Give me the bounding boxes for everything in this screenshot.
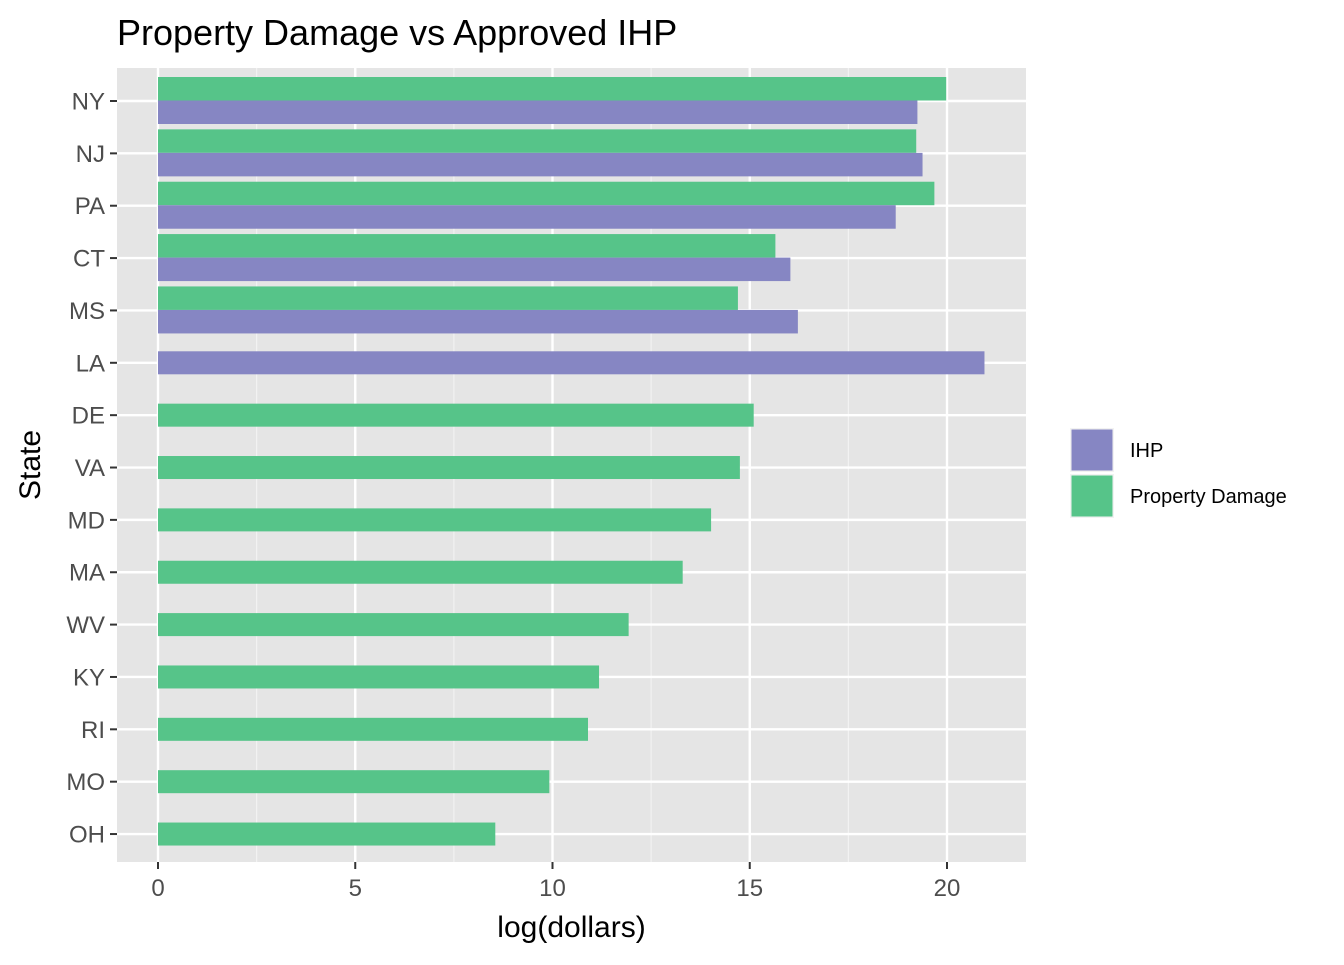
legend-swatch-property-damage [1071, 475, 1113, 517]
y-tick-label: DE [72, 403, 105, 430]
x-axis: 0 5 10 15 20 [151, 862, 960, 902]
bar-property-damage-ma [158, 560, 683, 584]
bar-property-damage-oh [158, 822, 496, 846]
y-axis: NY NJ PA CT MS LA DE VA MD MA WV KY RI MO OH [66, 89, 117, 849]
bar-property-damage-ms [158, 286, 738, 310]
y-tick-label: MA [69, 560, 105, 587]
bar-property-damage-ky [158, 665, 600, 689]
y-axis-title: State [14, 430, 47, 500]
bar-property-damage-va [158, 456, 740, 480]
bar-property-damage-nj [158, 129, 917, 153]
bar-property-damage-wv [158, 613, 629, 637]
bar-property-damage-md [158, 508, 712, 532]
legend: IHP Property Damage [1070, 428, 1287, 518]
bar-property-damage-mo [158, 770, 550, 794]
bars [158, 77, 985, 846]
legend-swatch-ihp [1071, 429, 1113, 471]
x-tick-label: 10 [539, 875, 566, 902]
bar-ihp-ny [158, 100, 918, 124]
y-tick-label: WV [66, 612, 105, 639]
bar-property-damage-de [158, 403, 754, 427]
chart-title: Property Damage vs Approved IHP [117, 12, 677, 53]
bar-property-damage-ny [158, 77, 947, 101]
y-tick-label: RI [81, 717, 105, 744]
bar-property-damage-pa [158, 181, 935, 206]
x-tick-label: 0 [151, 875, 164, 902]
bar-ihp-pa [158, 205, 896, 229]
x-tick-label: 20 [934, 875, 961, 902]
bar-ihp-la [158, 351, 985, 375]
x-tick-label: 5 [349, 875, 362, 902]
y-tick-label: PA [75, 193, 105, 220]
bar-ihp-ct [158, 257, 791, 282]
x-tick-label: 15 [736, 875, 763, 902]
bar-property-damage-ct [158, 234, 776, 258]
bar-ihp-nj [158, 152, 923, 177]
y-tick-label: LA [76, 350, 105, 377]
y-tick-label: NY [72, 89, 105, 116]
legend-label: IHP [1130, 440, 1163, 462]
bar-ihp-ms [158, 309, 798, 334]
y-tick-label: NJ [76, 141, 105, 168]
y-tick-label: MD [68, 507, 105, 534]
legend-label: Property Damage [1130, 486, 1287, 508]
y-tick-label: MO [66, 769, 105, 796]
x-axis-title: log(dollars) [497, 911, 645, 944]
y-tick-label: VA [75, 455, 105, 482]
y-tick-label: CT [73, 246, 105, 273]
bar-property-damage-ri [158, 717, 589, 741]
y-tick-label: OH [69, 822, 105, 849]
y-tick-label: MS [69, 298, 105, 325]
y-tick-label: KY [73, 664, 105, 691]
